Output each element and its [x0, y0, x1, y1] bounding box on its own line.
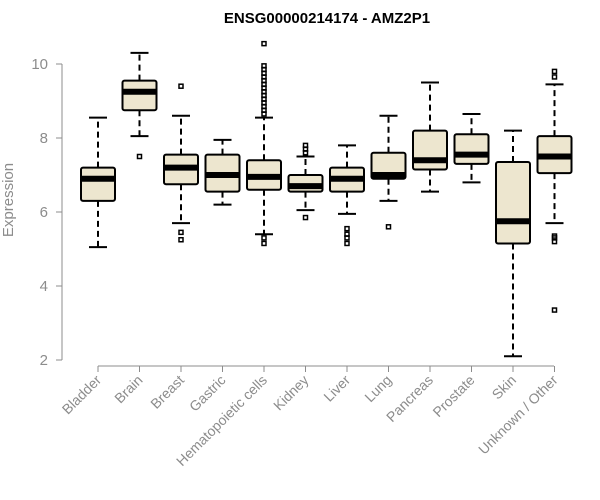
- outlier-point: [344, 225, 350, 232]
- x-tick-label: Kidney: [270, 372, 312, 414]
- outlier-point: [302, 214, 309, 221]
- y-axis-label: Expression: [0, 163, 17, 237]
- outlier-point: [551, 238, 558, 245]
- x-tick-label: Bladder: [59, 372, 105, 418]
- iqr-box: [121, 79, 158, 112]
- x-tick-label: Skin: [489, 372, 520, 403]
- box-group: [80, 116, 116, 249]
- box-group: [329, 144, 365, 247]
- box-group: [412, 81, 448, 193]
- box-group: [536, 68, 573, 313]
- y-axis-ticks: 2 4 6 8 10: [31, 56, 62, 369]
- x-tick-label: Brain: [111, 372, 145, 406]
- outlier-point: [344, 235, 350, 241]
- outlier-point: [261, 111, 267, 117]
- outlier-point: [261, 235, 267, 241]
- outlier-point: [178, 229, 184, 236]
- iqr-box: [80, 166, 116, 202]
- x-tick-label: Liver: [320, 372, 353, 405]
- box-group: [204, 138, 241, 206]
- y-tick-label: 6: [40, 204, 48, 221]
- outlier-point: [551, 74, 558, 80]
- y-tick-label: 10: [31, 56, 48, 73]
- outlier-point: [385, 224, 392, 230]
- outlier-point: [261, 240, 267, 247]
- iqr-box: [453, 133, 490, 165]
- outlier-point: [302, 150, 309, 156]
- iqr-box: [412, 129, 448, 171]
- iqr-box: [495, 161, 531, 245]
- outlier-point: [178, 237, 184, 243]
- y-tick-label: 8: [40, 130, 48, 147]
- box-series: [80, 40, 573, 358]
- outlier-point: [551, 68, 558, 75]
- x-tick-label: Prostate: [429, 372, 477, 420]
- box-group: [246, 40, 282, 247]
- y-tick-label: 4: [40, 278, 48, 295]
- y-tick-label: 2: [40, 352, 48, 369]
- outlier-point: [261, 40, 267, 47]
- outlier-point: [136, 153, 143, 160]
- box-group: [163, 83, 199, 243]
- box-group: [495, 129, 531, 358]
- chart-title: ENSG00000214174 - AMZ2P1: [224, 10, 430, 27]
- outlier-point: [178, 83, 184, 89]
- outlier-point: [344, 240, 350, 247]
- box-group: [121, 51, 158, 160]
- x-tick-label: Breast: [147, 372, 187, 412]
- box-group: [287, 142, 324, 221]
- box-group: [453, 112, 490, 184]
- box-group: [370, 114, 407, 230]
- outlier-point: [551, 307, 558, 313]
- x-tick-label: Lung: [361, 372, 394, 405]
- x-tick-label: Unknown / Other: [475, 372, 561, 458]
